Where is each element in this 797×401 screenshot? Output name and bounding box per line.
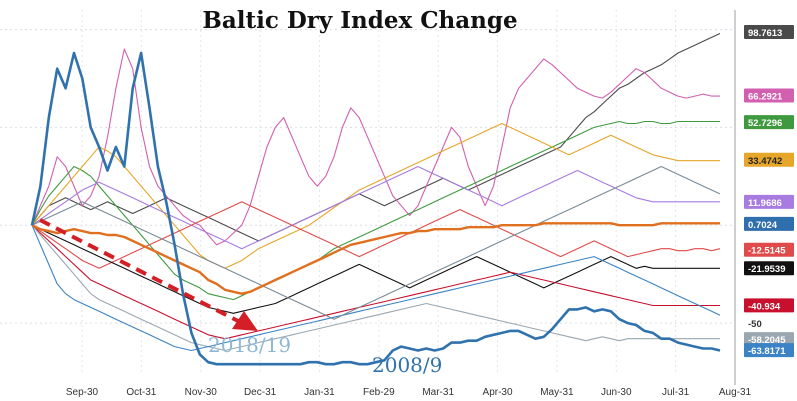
x-tick-label: Feb-29 <box>363 387 395 398</box>
trend-arrow <box>39 218 258 331</box>
right-axis-labels: 98.7613 66.2921 52.7296 33.4742 11.9686 0.702… <box>744 24 794 358</box>
label-text: -63.8171 <box>748 346 786 357</box>
x-tick-label: Mar-31 <box>422 387 454 398</box>
series-line-0 <box>30 51 721 366</box>
label-badge <box>744 88 794 103</box>
series-line-1 <box>31 222 720 295</box>
label-text: 66.2921 <box>748 92 783 103</box>
label-badge <box>744 24 794 39</box>
trend-arrow-line <box>39 218 241 324</box>
right-axis-label-4: 11.9686 <box>744 194 794 209</box>
label-text: -50 <box>748 319 762 330</box>
annotation-2018-19: 2018/19 <box>208 333 291 357</box>
right-axis-label-5: 0.7024 <box>744 216 794 231</box>
label-text: 11.9686 <box>748 198 782 209</box>
x-tick-label: Dec-31 <box>244 387 277 398</box>
series-line-6 <box>31 165 720 250</box>
right-axis-label-10: -58.2045 <box>744 332 794 347</box>
x-tick-label: Jul-31 <box>662 387 690 398</box>
x-tick-label: Apr-30 <box>483 387 513 398</box>
grid <box>0 10 736 385</box>
series-line-8 <box>31 224 720 314</box>
right-axis-label-1: 66.2921 <box>744 88 794 103</box>
label-badge <box>744 332 794 347</box>
label-badge <box>744 343 794 358</box>
series-line-3 <box>31 48 720 246</box>
label-text: 98.7613 <box>748 28 782 39</box>
series-line-12 <box>31 165 721 320</box>
x-tick-label: Jan-31 <box>304 387 335 398</box>
series-line-11 <box>31 224 721 352</box>
label-badge <box>744 242 794 257</box>
x-tick-label: May-31 <box>540 387 574 398</box>
series-line-5 <box>31 122 720 269</box>
trend-arrow-head <box>232 311 258 331</box>
label-text: 0.7024 <box>748 220 778 231</box>
right-axis-label-9: -50 <box>748 319 762 330</box>
right-axis-label-6: -12.5145 <box>744 242 794 257</box>
x-tick-label: Nov-30 <box>185 387 218 398</box>
x-axis-ticks: Sep-30 Oct-31 Nov-30 Dec-31 Jan-31 Feb-29 Mar-… <box>66 387 752 398</box>
series-line-10 <box>31 224 720 352</box>
right-axis-label-8: -40.934 <box>744 298 794 313</box>
label-badge <box>744 298 794 313</box>
label-text: -21.9539 <box>748 264 786 275</box>
annotation-2008-9: 2008/9 <box>372 353 442 377</box>
right-axis-label-7: -21.9539 <box>744 261 794 276</box>
x-tick-label: Oct-31 <box>126 387 156 398</box>
right-axis-label-11: -63.8171 <box>744 343 794 358</box>
label-text: -58.2045 <box>748 335 786 346</box>
chart-title: Baltic Dry Index Change <box>202 7 517 34</box>
x-tick-label: Jun-30 <box>601 387 632 398</box>
label-badge <box>744 115 794 130</box>
label-badge <box>744 261 794 276</box>
x-tick-label: Sep-30 <box>66 387 99 398</box>
x-tick-label: Aug-31 <box>719 387 752 398</box>
label-text: -40.934 <box>748 301 781 312</box>
series-group <box>30 33 721 366</box>
right-axis-label-3: 33.4742 <box>744 152 794 167</box>
series-line-9 <box>31 224 720 340</box>
label-text: 33.4742 <box>748 156 782 167</box>
right-axis-label-0: 98.7613 <box>744 24 794 39</box>
label-text: -12.5145 <box>748 246 786 257</box>
right-axis-label-2: 52.7296 <box>744 115 794 130</box>
label-badge <box>744 152 794 167</box>
label-text: 52.7296 <box>748 118 782 129</box>
series-line-2 <box>31 33 721 242</box>
series-line-4 <box>31 120 720 301</box>
label-badge <box>744 194 794 209</box>
label-badge <box>744 216 794 231</box>
